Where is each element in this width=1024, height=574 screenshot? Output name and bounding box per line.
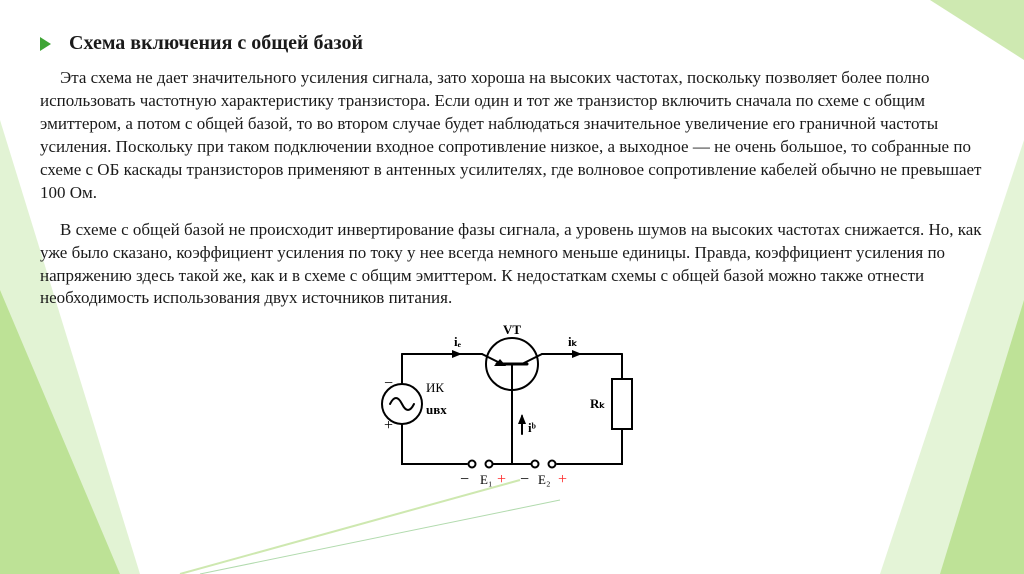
sign-src-plus: + [384, 417, 393, 434]
paragraph-1: Эта схема не дает значительного усиления… [40, 67, 984, 205]
label-e1: E₁ [480, 472, 492, 487]
wire-left-bottom [402, 424, 467, 464]
sign-src-minus: − [384, 375, 393, 392]
slide-content: Схема включения с общей базой Эта схема … [0, 0, 1024, 494]
arrow-ik [572, 350, 582, 358]
terminal-left-b [486, 461, 493, 468]
paragraph-2: В схеме с общей базой не происходит инве… [40, 219, 984, 311]
resistor-rk [612, 379, 632, 429]
label-e2: E₂ [538, 472, 550, 487]
sign-e2-minus: − [520, 471, 529, 488]
label-uin: uвх [426, 402, 447, 417]
label-ie: iₑ [454, 334, 462, 349]
sign-e2-plus: + [558, 471, 567, 488]
label-rk: Rₖ [590, 396, 605, 411]
label-ik-src: ИК [426, 380, 444, 395]
label-ib: iᵇ [528, 420, 536, 435]
circuit-diagram: VT iₑ iₖ iᵇ ИК uвх Rₖ E₁ E₂ − + − + − + [372, 324, 652, 494]
terminal-right-b [549, 461, 556, 468]
label-vt: VT [503, 324, 521, 337]
sign-e1-minus: − [460, 471, 469, 488]
arrow-ie [452, 350, 462, 358]
bg-line-2 [200, 500, 560, 574]
label-ik: iₖ [568, 334, 578, 349]
terminal-left-a [469, 461, 476, 468]
ac-source-wave [390, 398, 414, 410]
terminal-right-a [532, 461, 539, 468]
page-title: Схема включения с общей базой [69, 30, 363, 57]
heading-row: Схема включения с общей базой [40, 30, 984, 57]
sign-e1-plus: + [497, 471, 506, 488]
bullet-icon [40, 37, 51, 51]
circuit-diagram-wrap: VT iₑ iₖ iᵇ ИК uвх Rₖ E₁ E₂ − + − + − + [40, 324, 984, 494]
wire-right-bottom [557, 429, 622, 464]
transistor-collector [522, 354, 542, 364]
